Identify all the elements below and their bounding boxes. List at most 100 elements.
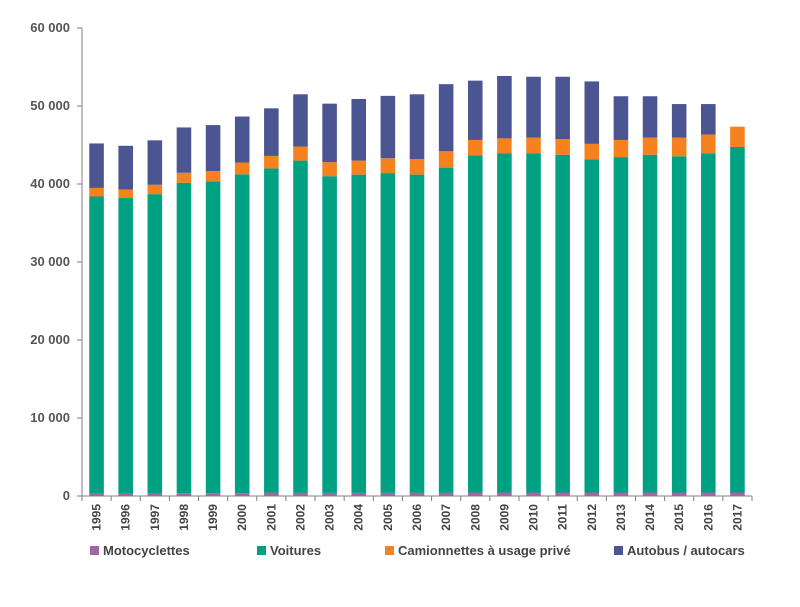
y-tick-label: 10 000 [30, 410, 70, 425]
bar-segment-4-1998 [176, 127, 192, 173]
x-tick-label: 2000 [235, 504, 249, 531]
legend-swatch [614, 546, 623, 555]
x-tick-label: 2014 [643, 504, 657, 531]
x-tick-label: 2009 [497, 504, 511, 531]
bar-stack-1996 [118, 145, 133, 496]
bar-stack-2009 [497, 75, 512, 496]
bar-segment-3-2011 [555, 139, 570, 155]
bar-segment-1-2016 [701, 492, 716, 496]
bar-segment-4-1995 [89, 143, 104, 188]
bar-segment-2-1998 [176, 182, 192, 494]
bar-segment-3-2012 [584, 143, 600, 160]
legend-swatch [90, 546, 99, 555]
y-tick-label: 30 000 [30, 254, 70, 269]
bar-segment-1-2011 [555, 492, 570, 496]
bar-segment-4-2005 [380, 95, 396, 159]
legend-item-3: Camionnettes à usage privé [385, 543, 571, 558]
bar-segment-1-2004 [351, 492, 367, 496]
bar-segment-4-1999 [205, 125, 221, 172]
bar-segment-2-2011 [555, 154, 570, 493]
bar-segment-1-2003 [322, 492, 337, 496]
bar-segment-4-2011 [555, 76, 570, 140]
legend-label: Autobus / autocars [627, 543, 745, 558]
legend-item-2: Voitures [257, 543, 321, 558]
x-tick-label: 2015 [672, 504, 686, 531]
bar-segment-3-1998 [176, 172, 192, 183]
bar-segment-1-2010 [526, 492, 541, 496]
bar-segment-2-2007 [438, 167, 454, 493]
bar-segment-3-2003 [322, 162, 337, 177]
bar-segment-2-1997 [147, 194, 163, 494]
x-tick-label: 2004 [352, 504, 366, 531]
bar-stack-2012 [584, 81, 600, 496]
x-tick-label: 2016 [701, 504, 715, 531]
bar-segment-1-2001 [264, 492, 279, 496]
bar-segment-3-2006 [409, 159, 425, 175]
bar-segment-1-1999 [205, 493, 221, 496]
x-tick-label: 2012 [585, 504, 599, 531]
y-tick-label: 50 000 [30, 98, 70, 113]
bar-stack-2011 [555, 76, 570, 496]
x-tick-label: 2008 [468, 504, 482, 531]
bar-segment-3-2015 [671, 137, 687, 157]
legend-label: Voitures [270, 543, 321, 558]
bar-segment-3-1997 [147, 184, 163, 195]
x-tick-label: 2005 [381, 504, 395, 531]
bar-stack-2005 [380, 95, 396, 496]
bar-segment-4-2003 [322, 103, 337, 163]
x-tick-label: 2006 [410, 504, 424, 531]
bar-segment-3-2013 [613, 139, 629, 158]
bar-segment-4-2014 [642, 96, 658, 138]
x-tick-label: 2013 [614, 504, 628, 531]
bar-segment-3-2017 [730, 126, 745, 147]
bar-segment-2-1999 [205, 181, 221, 494]
x-tick-label: 2017 [730, 504, 744, 531]
bar-stack-2003 [322, 103, 337, 496]
x-tick-label: 2002 [293, 504, 307, 531]
y-tick-label: 20 000 [30, 332, 70, 347]
bar-segment-2-1995 [89, 196, 104, 494]
bar-segment-3-1995 [89, 187, 104, 197]
bar-stack-1997 [147, 140, 163, 496]
bar-segment-2-2013 [613, 157, 629, 493]
bar-segment-2-2001 [264, 168, 279, 493]
bar-segment-1-2014 [642, 492, 658, 496]
bar-stack-2013 [613, 96, 629, 496]
bar-stack-2006 [409, 94, 425, 496]
bar-segment-3-1996 [118, 189, 133, 199]
bar-segment-2-2003 [322, 176, 337, 493]
bar-segment-1-2007 [438, 492, 454, 496]
bar-segment-1-2008 [467, 492, 483, 496]
legend: Motocyclettes Voitures Camionnettes à usag… [90, 543, 745, 558]
bar-segment-2-2004 [351, 174, 367, 493]
bar-segment-2-2017 [730, 146, 745, 493]
bar-segment-4-2008 [467, 80, 483, 140]
bar-segment-1-1997 [147, 493, 163, 496]
bar-stack-2002 [293, 94, 308, 496]
y-tick-label: 60 000 [30, 20, 70, 35]
bar-stack-2004 [351, 98, 367, 496]
bar-segment-4-2012 [584, 81, 600, 144]
bar-segment-3-2004 [351, 160, 367, 175]
bar-stack-2008 [467, 80, 483, 496]
bar-segment-2-2008 [467, 155, 483, 493]
bar-segment-1-1995 [89, 493, 104, 496]
bar-segment-3-2002 [293, 146, 308, 161]
x-tick-label: 2007 [439, 504, 453, 531]
y-tick-label: 0 [63, 488, 70, 503]
bar-segment-4-2000 [234, 116, 250, 163]
bar-segment-2-2002 [293, 160, 308, 493]
bar-segment-3-2001 [264, 155, 279, 169]
bar-segment-2-2012 [584, 159, 600, 493]
bar-segment-1-2015 [671, 492, 687, 496]
x-tick-label: 1996 [119, 504, 133, 531]
bar-segment-2-2016 [701, 153, 716, 493]
y-axis: 0 10 000 20 000 30 000 40 000 50 000 60 000 [30, 20, 83, 503]
bar-stack-2000 [234, 116, 250, 496]
x-tick-label: 2001 [264, 504, 278, 531]
bar-segment-3-2010 [526, 137, 541, 154]
bar-segment-4-2001 [264, 108, 279, 156]
bar-segment-1-2006 [409, 492, 425, 496]
bar-stack-2001 [264, 108, 279, 496]
x-tick-label: 2010 [527, 504, 541, 531]
